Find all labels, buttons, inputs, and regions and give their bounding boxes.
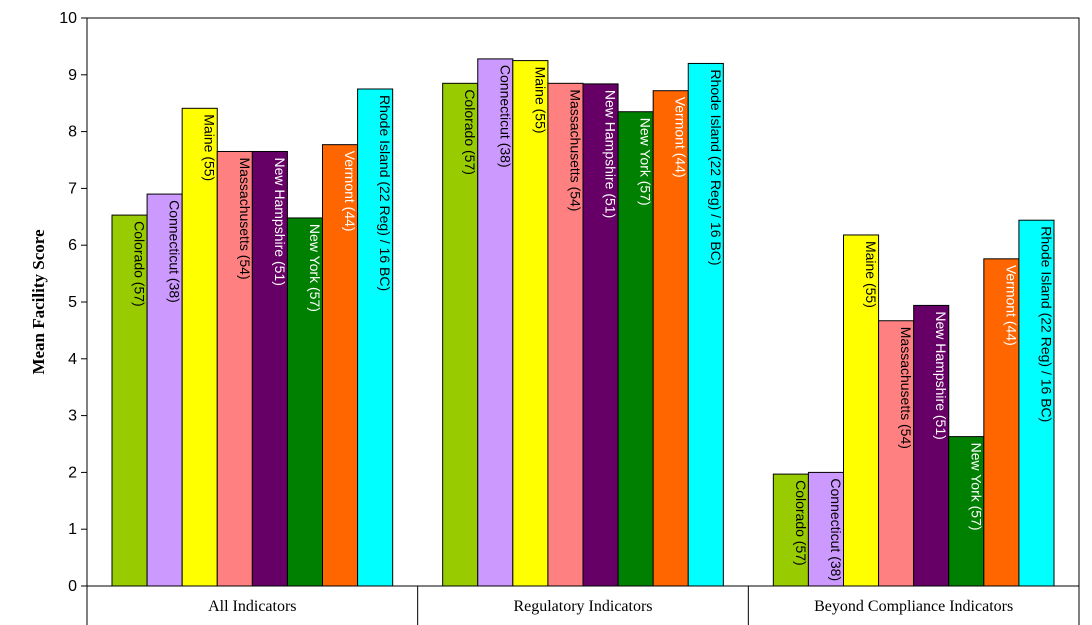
y-tick-label: 9 <box>68 67 77 84</box>
y-tick-label: 6 <box>68 237 77 254</box>
y-tick-label: 8 <box>68 124 77 141</box>
y-tick-label: 7 <box>68 180 77 197</box>
y-tick-label: 1 <box>68 521 77 538</box>
bar <box>477 58 514 587</box>
axes <box>86 17 1080 625</box>
bar <box>442 82 479 587</box>
bar <box>111 214 148 587</box>
bar <box>617 111 654 587</box>
y-axis-ticks: 0 1 2 3 4 5 6 7 8 9 10 <box>59 10 87 595</box>
y-tick-label: 4 <box>68 351 77 368</box>
bar-label: Vermont (44) <box>342 151 358 232</box>
plot-frame <box>86 17 1080 587</box>
bar <box>652 90 689 587</box>
bar-label: Connecticut (38) <box>167 200 183 303</box>
y-axis-title-group: Mean Facility Score <box>29 229 48 375</box>
y-tick-label: 10 <box>59 10 77 27</box>
x-category-label: All Indicators <box>208 598 296 615</box>
bar <box>181 107 218 587</box>
bar <box>913 304 950 587</box>
bar-label: Rhode Island (22 Reg) / 16 BC) <box>1038 226 1054 422</box>
category-labels: All Indicators Regulatory Indicators Beyon… <box>208 598 1013 615</box>
bar <box>582 83 619 587</box>
bar-label: New Hampshire (51) <box>933 311 949 439</box>
bar-label: Massachusetts (54) <box>898 327 914 449</box>
y-axis-title: Mean Facility Score <box>29 229 48 375</box>
bar-label: Maine (55) <box>863 241 879 308</box>
bar-label: Rhode Island (22 Reg) / 16 BC) <box>708 69 724 265</box>
bar-label: Connecticut (38) <box>828 478 844 581</box>
bars: Colorado (57) Colorado (57) Colorado (57) C… <box>111 58 1055 587</box>
bar-label: Vermont (44) <box>1003 265 1019 346</box>
bar-label: New York (57) <box>968 443 984 531</box>
bar <box>322 144 359 587</box>
bar <box>146 193 183 587</box>
bar-label: New York (57) <box>638 118 654 206</box>
bar-label: Massachusetts (54) <box>237 157 253 279</box>
bar <box>807 471 845 587</box>
bar <box>512 60 549 587</box>
bar <box>216 150 253 587</box>
bar <box>547 82 584 587</box>
bar <box>251 150 288 587</box>
bar <box>1018 219 1055 587</box>
bar <box>948 436 985 587</box>
bar-label: Maine (55) <box>202 114 218 181</box>
y-tick-label: 2 <box>68 464 77 481</box>
y-tick-label: 0 <box>68 578 77 595</box>
bar <box>357 88 394 587</box>
bar-label: Vermont (44) <box>673 97 689 178</box>
bar-label: Rhode Island (22 Reg) / 16 BC) <box>377 95 393 291</box>
bar-label: Colorado (57) <box>462 89 478 175</box>
x-category-label: Regulatory Indicators <box>513 598 652 615</box>
bar-label: New York (57) <box>307 224 323 312</box>
bar-label: Massachusetts (54) <box>567 89 583 211</box>
bar-label: Connecticut (38) <box>497 65 513 168</box>
bar <box>983 258 1020 587</box>
y-tick-label: 3 <box>68 408 77 425</box>
bar <box>687 62 724 587</box>
bar <box>286 217 323 587</box>
bar-label: Colorado (57) <box>793 480 809 566</box>
bar-label: Maine (55) <box>532 67 548 134</box>
bar-label: New Hampshire (51) <box>603 90 619 218</box>
x-category-label: Beyond Compliance Indicators <box>814 598 1013 615</box>
bar-label: Colorado (57) <box>132 221 148 307</box>
bar <box>878 320 915 587</box>
bar-label: New Hampshire (51) <box>272 157 288 285</box>
y-tick-label: 5 <box>68 294 77 311</box>
